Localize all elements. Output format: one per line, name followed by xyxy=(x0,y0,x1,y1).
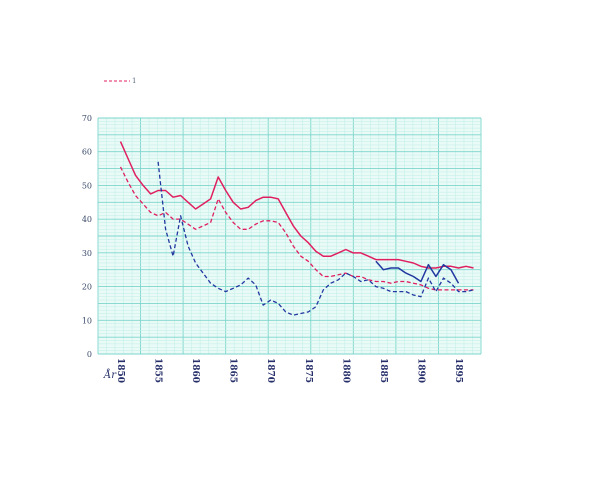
y-tick-label: 30 xyxy=(82,249,92,258)
x-tick-label: 1865 xyxy=(228,358,238,383)
y-tick-label: 0 xyxy=(87,350,92,359)
y-tick-label: 50 xyxy=(82,181,92,190)
legend-label: 1 xyxy=(132,77,136,85)
y-tick-label: 60 xyxy=(82,148,92,157)
y-tick-label: 10 xyxy=(82,316,92,325)
series-line-3 xyxy=(157,161,474,316)
y-axis-ticks: 0 10 20 30 40 50 60 70 xyxy=(82,114,92,359)
y-tick-label: 40 xyxy=(82,215,92,224)
x-tick-label: 1850 xyxy=(115,358,125,383)
x-tick-label: 1885 xyxy=(378,358,388,383)
x-tick-label: 1870 xyxy=(265,358,275,383)
x-tick-label: 1875 xyxy=(303,358,313,383)
y-tick-label: 70 xyxy=(82,114,92,123)
x-tick-label: 1860 xyxy=(190,358,200,383)
y-tick-label: 20 xyxy=(82,283,92,292)
grid xyxy=(97,117,482,355)
x-tick-label: 1880 xyxy=(340,358,350,383)
x-tick-label: 1895 xyxy=(453,358,463,383)
x-axis-ticks: 1850 1855 1860 1865 1870 1875 1880 1885 1890 1895 xyxy=(115,358,463,383)
legend: 1 xyxy=(104,77,136,85)
x-tick-label: 1855 xyxy=(153,358,163,383)
x-axis-label: År xyxy=(103,369,117,381)
series-group xyxy=(119,141,474,316)
x-tick-label: 1890 xyxy=(415,358,425,383)
series-line-1 xyxy=(119,141,474,269)
series-line-4 xyxy=(375,260,460,284)
